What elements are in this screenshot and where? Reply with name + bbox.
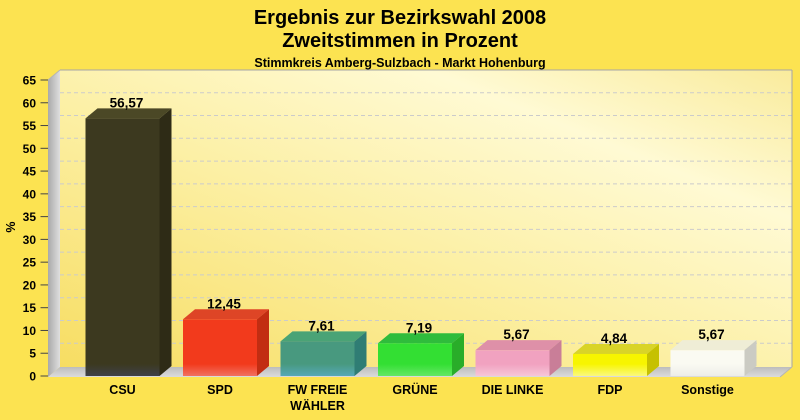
bar-value-label: 7,19 xyxy=(406,320,432,335)
bar-top-face xyxy=(183,309,269,320)
bar-top-face xyxy=(670,340,757,351)
category-label: GRÜNE xyxy=(392,382,437,397)
bar-FW xyxy=(280,331,367,376)
category-label: Sonstige xyxy=(681,383,734,397)
bar-front-face xyxy=(85,118,160,377)
bar-front-face xyxy=(670,350,745,376)
y-tick-label: 65 xyxy=(23,74,37,88)
bar-side-face xyxy=(354,331,367,376)
bar-FDP xyxy=(573,343,659,376)
bar-CSU xyxy=(85,108,172,377)
category-label: FDP xyxy=(598,383,623,397)
y-tick-label: 40 xyxy=(23,187,37,201)
category-label: FW FREIE xyxy=(288,383,348,397)
bar-value-label: 7,61 xyxy=(308,318,335,333)
y-tick-label: 15 xyxy=(23,301,37,315)
bar-top-face xyxy=(378,333,464,344)
y-tick-label: 60 xyxy=(23,96,37,110)
chart-subtitle: Zweitstimmen in Prozent xyxy=(282,30,518,52)
category-label: DIE LINKE xyxy=(482,383,544,397)
bar-front-face xyxy=(280,341,355,376)
chart-header: Ergebnis zur Bezirkswahl 2008 Zweitstimm… xyxy=(0,0,800,70)
bar-top-face xyxy=(573,343,659,354)
chart-title: Ergebnis zur Bezirkswahl 2008 xyxy=(253,7,547,29)
category-label: CSU xyxy=(109,383,135,397)
y-tick-label: 35 xyxy=(23,210,37,224)
y-tick-label: 5 xyxy=(29,347,36,361)
y-tick-label: 50 xyxy=(23,142,37,156)
bar-side-face xyxy=(159,108,172,377)
y-tick-label: 30 xyxy=(23,233,37,247)
bar-value-label: 5,67 xyxy=(698,327,724,342)
bar-value-label: 5,67 xyxy=(503,327,529,342)
bar-value-label: 56,57 xyxy=(110,95,144,110)
bar-front-face xyxy=(183,319,257,376)
bar-side-face xyxy=(549,340,562,376)
bar-GRUENE xyxy=(378,333,464,376)
bar-side-face xyxy=(452,333,464,376)
bar-front-face xyxy=(475,350,550,376)
bar-value-label: 12,45 xyxy=(207,296,241,311)
y-tick-label: 45 xyxy=(23,165,37,179)
y-axis-title: % xyxy=(4,221,18,232)
bar-top-face xyxy=(475,340,562,351)
category-label: WÄHLER xyxy=(290,398,345,413)
plot-area xyxy=(60,70,792,367)
bar-side-face xyxy=(744,340,757,376)
bar-value-label: 4,84 xyxy=(601,331,628,346)
y-tick-label: 55 xyxy=(23,119,37,133)
left-wall xyxy=(48,70,60,377)
wall-bevel-edge xyxy=(47,69,61,81)
bar-side-face xyxy=(647,343,659,376)
y-tick-label: 20 xyxy=(23,278,37,292)
category-label: SPD xyxy=(207,383,233,397)
bar-LINKE xyxy=(475,340,562,376)
bar-side-face xyxy=(257,309,269,376)
bar-top-face xyxy=(85,108,172,119)
floor-bevel-edge xyxy=(779,366,793,378)
y-tick-label: 25 xyxy=(23,256,37,270)
bar-Sonstige xyxy=(670,340,757,376)
y-tick-label: 10 xyxy=(23,324,37,338)
chart-caption: Stimmkreis Amberg-Sulzbach - Markt Hohen… xyxy=(254,56,546,70)
bar-front-face xyxy=(573,353,647,376)
bar-front-face xyxy=(378,343,452,376)
bar-top-face xyxy=(280,331,367,342)
bar-SPD xyxy=(183,309,269,376)
y-tick-label: 0 xyxy=(29,370,36,384)
